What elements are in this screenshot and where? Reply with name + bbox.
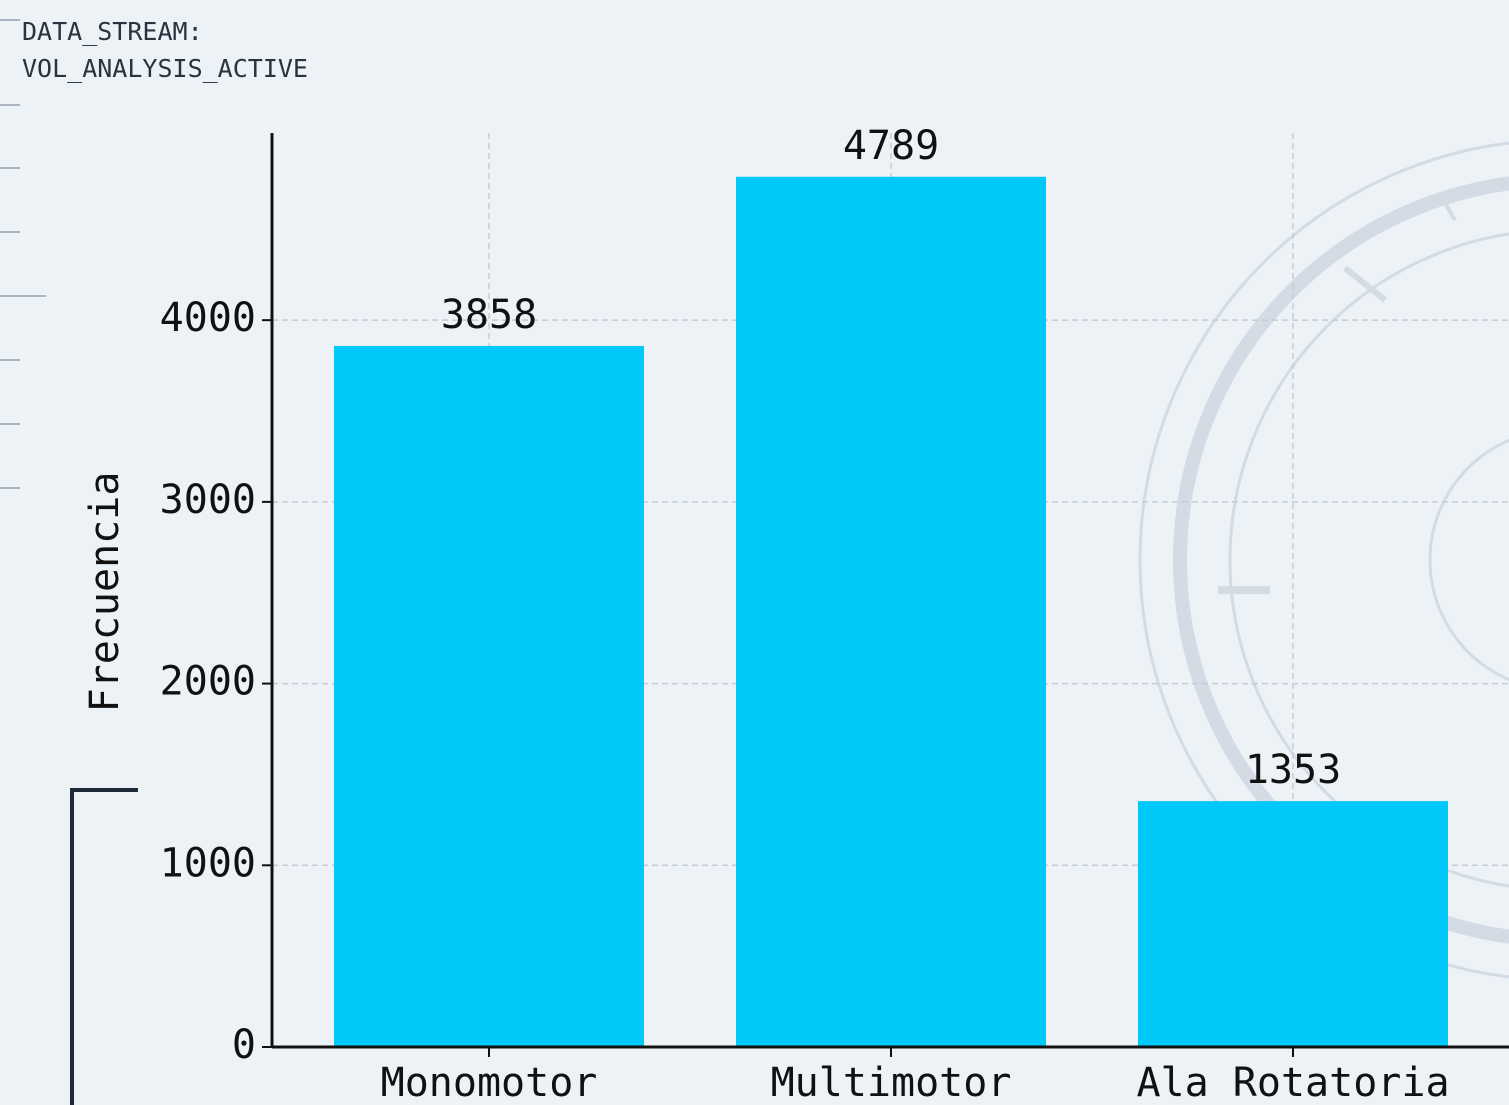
y-tick-label: 3000 [160, 477, 256, 523]
bar [736, 176, 1046, 1047]
value-label: 3858 [441, 292, 537, 338]
header-line: VOL_ANALYSIS_ACTIVE [22, 54, 308, 83]
x-tick-label: Ala Rotatoria [1136, 1060, 1449, 1105]
value-label: 1353 [1245, 747, 1341, 793]
x-tick-label: Multimotor [771, 1060, 1012, 1105]
decoration [0, 19, 1509, 1105]
header-line: DATA_STREAM: [22, 17, 203, 46]
y-axis-label: Frecuencia [82, 472, 128, 713]
y-tick-label: 0 [232, 1022, 256, 1068]
bar [1138, 801, 1448, 1047]
y-tick-label: 2000 [160, 659, 256, 705]
x-tick-label: Monomotor [381, 1060, 598, 1105]
value-label: 4789 [843, 123, 939, 169]
y-tick-label: 4000 [160, 295, 256, 341]
bar [334, 345, 644, 1047]
y-tick-label: 1000 [160, 840, 256, 886]
